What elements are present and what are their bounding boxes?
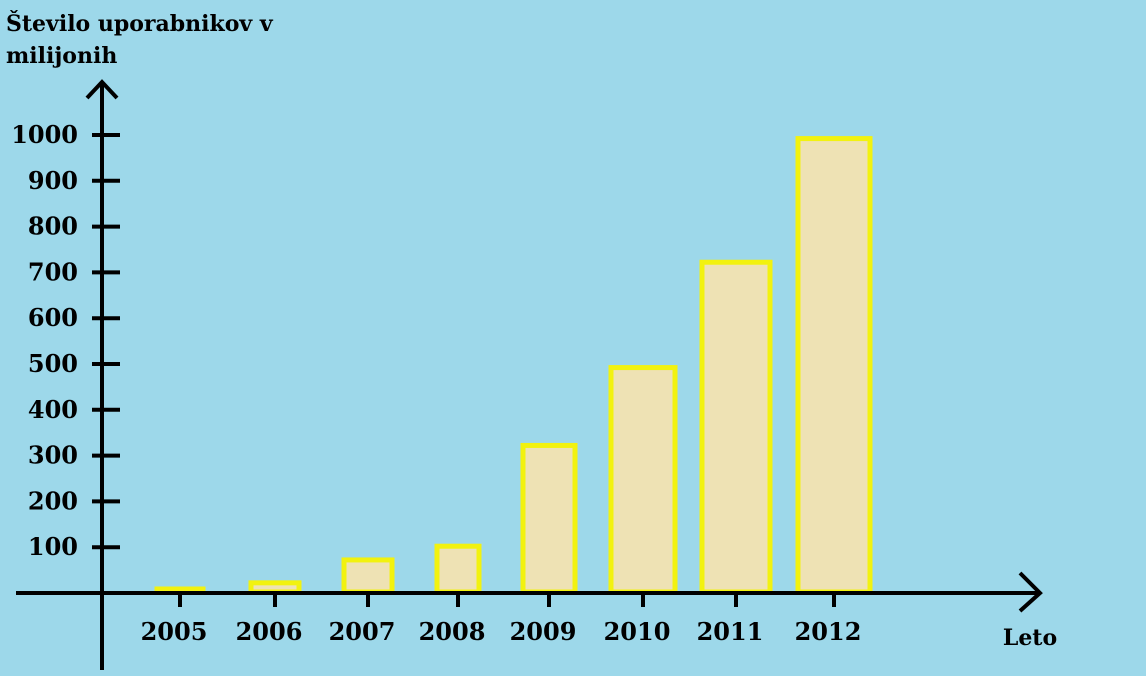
bar-2009 [520,442,578,595]
bar-2006 [248,580,302,595]
y-tick-label-700: 700 [28,257,78,286]
y-tick-label-100: 100 [28,532,78,561]
y-tick-label-400: 400 [28,395,78,424]
y-tick-label-900: 900 [28,166,78,195]
y-axis-arrow [85,79,119,100]
x-tick-label-2009: 2009 [510,617,577,646]
x-axis-arrow [1018,571,1043,613]
x-tick-label-2008: 2008 [419,617,486,646]
y-tick-label-800: 800 [28,212,78,241]
y-tick-label-300: 300 [28,441,78,470]
bar-2007 [341,557,395,595]
x-axis-title: Leto [1003,625,1057,651]
y-tick-label-500: 500 [28,349,78,378]
bars-group [154,136,873,595]
x-tick-label-2005: 2005 [141,617,208,646]
x-tick-label-2011: 2011 [697,617,764,646]
y-tick-label-200: 200 [28,486,78,515]
x-tick-label-2010: 2010 [604,617,671,646]
y-ticks-group: 100 200 300 400 500 600 700 800 900 1000 [11,120,120,561]
bar-2010 [608,365,678,595]
bar-2011 [699,259,773,595]
bar-2012 [795,136,873,595]
bar-2008 [434,543,482,595]
x-tick-label-2006: 2006 [236,617,303,646]
y-tick-label-600: 600 [28,303,78,332]
y-tick-label-1000: 1000 [11,120,78,149]
x-tick-label-2007: 2007 [329,617,396,646]
x-ticks-group: 2005 2006 2007 2008 2009 2010 2011 2012 [141,593,862,646]
x-tick-label-2012: 2012 [795,617,862,646]
y-axis-title: Število uporabnikov v milijonih [6,11,273,69]
